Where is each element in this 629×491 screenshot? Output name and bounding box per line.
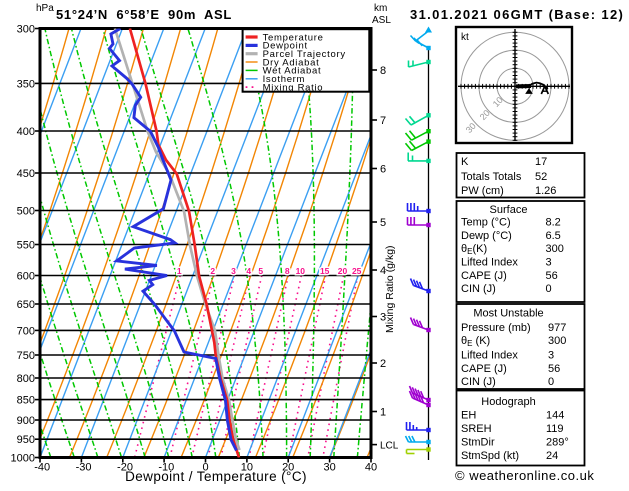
svg-text:977: 977 [548,322,566,334]
svg-text:17: 17 [535,156,547,168]
svg-text:PW (cm): PW (cm) [461,185,504,197]
svg-text:7: 7 [380,115,386,127]
svg-text:Lifted Index: Lifted Index [461,349,518,361]
svg-text:Most Unstable: Most Unstable [473,308,543,320]
svg-text:300: 300 [546,243,564,255]
svg-text:θE (K): θE (K) [461,335,490,348]
svg-text:850: 850 [17,395,35,407]
svg-text:-40: -40 [34,462,50,474]
svg-text:800: 800 [17,373,35,385]
svg-text:56: 56 [546,270,558,282]
svg-text:300: 300 [548,335,566,347]
svg-text:6.5: 6.5 [546,230,561,242]
svg-text:500: 500 [17,206,35,218]
svg-text:0: 0 [548,376,554,388]
svg-text:52: 52 [535,171,547,183]
svg-text:15: 15 [320,266,330,276]
svg-text:hPa: hPa [36,3,54,14]
svg-text:Hodograph: Hodograph [481,396,535,408]
svg-text:CAPE (J): CAPE (J) [461,363,507,375]
svg-text:kt: kt [461,32,469,43]
svg-text:40: 40 [365,462,377,474]
svg-text:Surface: Surface [490,204,528,216]
svg-text:24: 24 [546,450,558,462]
svg-text:51°24’N 6°58’E 90m ASL: 51°24’N 6°58’E 90m ASL [56,7,232,22]
svg-text:10: 10 [296,266,306,276]
svg-text:950: 950 [17,434,35,446]
svg-text:Totals Totals: Totals Totals [461,171,522,183]
svg-text:CAPE (J): CAPE (J) [461,270,507,282]
svg-text:5: 5 [258,266,263,276]
svg-text:450: 450 [17,168,35,180]
svg-text:StmDir: StmDir [461,437,495,449]
svg-text:30: 30 [323,462,335,474]
svg-text:300: 300 [17,24,35,36]
svg-text:Temp (°C): Temp (°C) [461,217,511,229]
svg-text:EH: EH [461,410,476,422]
svg-text:56: 56 [548,363,560,375]
svg-text:550: 550 [17,240,35,252]
svg-text:3: 3 [548,349,554,361]
svg-text:8: 8 [380,65,386,77]
svg-text:2: 2 [210,266,215,276]
svg-text:km: km [374,3,387,14]
svg-text:CIN (J): CIN (J) [461,283,496,295]
svg-text:1000: 1000 [11,453,35,465]
svg-text:8: 8 [285,266,290,276]
svg-text:LCL: LCL [380,441,399,452]
svg-text:0: 0 [546,283,552,295]
svg-text:5: 5 [380,217,386,229]
svg-text:θE(K): θE(K) [461,243,487,256]
svg-text:-30: -30 [76,462,92,474]
svg-text:Dewpoint / Temperature (°C): Dewpoint / Temperature (°C) [125,469,307,484]
svg-text:StmSpd (kt): StmSpd (kt) [461,450,519,462]
svg-text:650: 650 [17,299,35,311]
svg-text:1: 1 [380,407,386,419]
svg-text:20: 20 [338,266,348,276]
svg-text:Dewp (°C): Dewp (°C) [461,230,512,242]
svg-text:25: 25 [352,266,362,276]
svg-text:600: 600 [17,271,35,283]
svg-text:350: 350 [17,78,35,90]
svg-text:700: 700 [17,325,35,337]
svg-text:Mixing Ratio (g/kg): Mixing Ratio (g/kg) [384,245,396,333]
svg-text:ASL: ASL [372,15,391,26]
svg-text:CIN (J): CIN (J) [461,376,496,388]
svg-text:1: 1 [177,266,182,276]
svg-text:© weatheronline.co.uk: © weatheronline.co.uk [455,468,594,483]
svg-text:SREH: SREH [461,423,492,435]
svg-text:144: 144 [546,410,564,422]
svg-text:400: 400 [17,126,35,138]
svg-text:119: 119 [546,423,564,435]
svg-text:8.2: 8.2 [546,217,561,229]
svg-text:3: 3 [546,257,552,269]
svg-text:289°: 289° [546,437,569,449]
svg-text:900: 900 [17,415,35,427]
svg-text:1.26: 1.26 [535,185,556,197]
svg-text:Mixing Ratio: Mixing Ratio [263,82,324,93]
svg-text:K: K [461,156,469,168]
svg-text:3: 3 [231,266,236,276]
svg-text:2: 2 [380,358,386,370]
svg-text:6: 6 [380,164,386,176]
svg-text:Lifted Index: Lifted Index [461,257,518,269]
svg-text:31.01.2021 06GMT (Base: 12): 31.01.2021 06GMT (Base: 12) [410,7,624,22]
svg-text:Pressure (mb): Pressure (mb) [461,322,531,334]
svg-text:4: 4 [246,266,251,276]
svg-text:750: 750 [17,350,35,362]
